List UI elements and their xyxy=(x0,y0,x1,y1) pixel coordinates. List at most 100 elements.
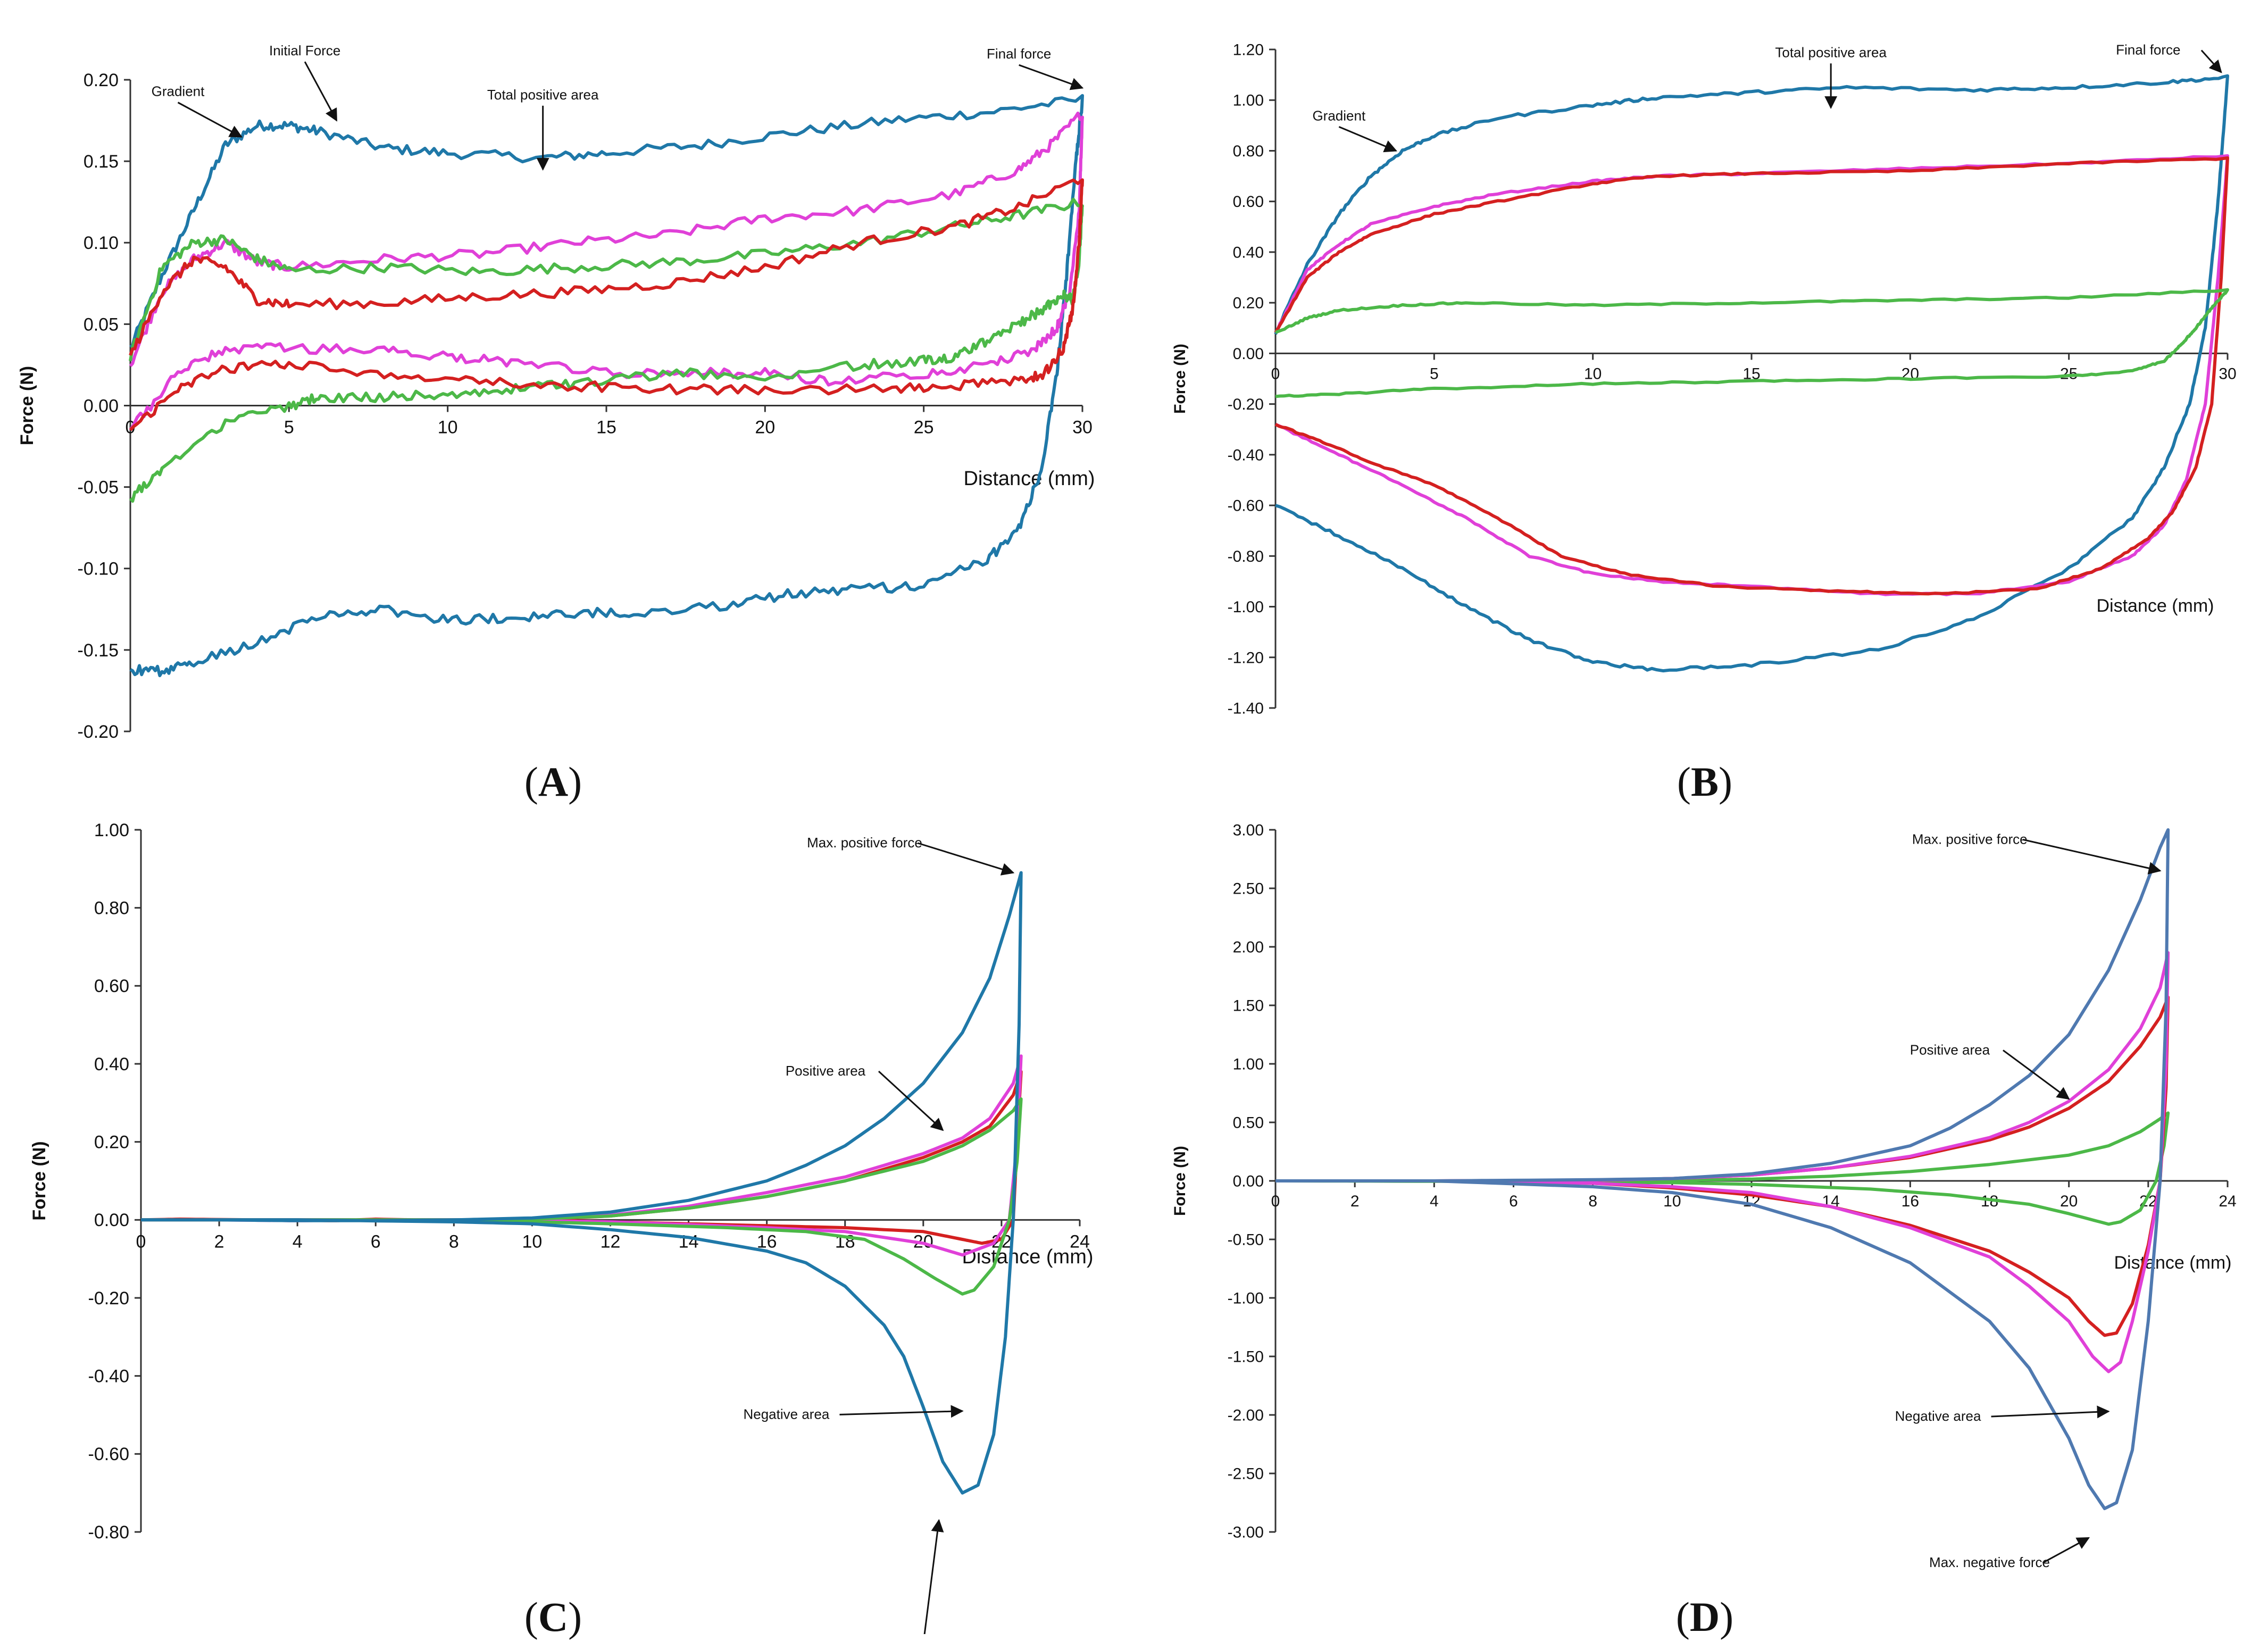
y-tick-label: -2.50 xyxy=(1228,1465,1264,1483)
x-tick-label: 12 xyxy=(601,1231,621,1252)
annotation-label: Negative area xyxy=(743,1406,829,1422)
y-tick-label: 0.20 xyxy=(1233,295,1264,312)
annotation-arrow xyxy=(839,1405,964,1418)
panel-caption-d: (D) xyxy=(1675,1594,1734,1640)
x-axis-title: Distance (mm) xyxy=(962,1246,1093,1268)
y-tick-label: 0.80 xyxy=(94,898,129,919)
y-tick-label: 0.00 xyxy=(94,1210,129,1230)
y-tick-label: 0.60 xyxy=(1233,193,1264,211)
y-tick-label: -0.05 xyxy=(78,478,119,498)
annotation-label: Total positive area xyxy=(487,87,599,103)
x-tick-label: 30 xyxy=(2219,365,2236,382)
x-axis-title: Distance (mm) xyxy=(963,468,1095,490)
x-tick-label: 6 xyxy=(1509,1193,1518,1210)
annotation-arrow xyxy=(2003,1049,2070,1100)
series-line-blue xyxy=(141,871,1023,1495)
y-tick-label: 0.00 xyxy=(84,396,119,416)
series-line-magenta xyxy=(1274,154,2229,596)
annotation-label: Final force xyxy=(987,46,1051,62)
y-tick-label: -0.80 xyxy=(88,1522,130,1543)
x-tick-label: 8 xyxy=(449,1231,459,1252)
x-tick-label: 10 xyxy=(1584,365,1602,382)
x-tick-label: 4 xyxy=(1430,1193,1439,1210)
y-tick-label: 0.40 xyxy=(1233,244,1264,261)
annotation-arrow xyxy=(2200,49,2222,73)
series-line-green xyxy=(1274,288,2229,398)
chart-panel-d: 3.00 2.50 2.00 1.50 1.00 0.50 0.00 -0.50 -1.00 -1… xyxy=(1171,822,2237,1571)
annotation-arrow xyxy=(878,1070,944,1131)
annotation-label: Max. positive force xyxy=(1912,831,2028,847)
y-tick-label: -0.20 xyxy=(1228,396,1264,413)
annotation-arrow xyxy=(304,61,338,122)
y-tick-label: 1.20 xyxy=(1233,41,1264,59)
x-tick-label: 8 xyxy=(1588,1193,1597,1210)
x-tick-label: 6 xyxy=(371,1231,381,1252)
y-tick-label: 0.10 xyxy=(84,233,119,253)
chart-panel-b: 1.20 1.00 0.80 0.60 0.40 0.20 0.00 -0.20 -0.40 -0… xyxy=(1171,41,2237,718)
y-tick-label: -1.00 xyxy=(1228,1290,1264,1307)
y-axis-title: Force (N) xyxy=(29,1141,49,1220)
y-tick-label: -0.60 xyxy=(88,1444,130,1464)
y-tick-label: 0.00 xyxy=(1233,1173,1264,1190)
x-tick-label: 10 xyxy=(522,1231,543,1252)
x-tick-label: 20 xyxy=(2060,1193,2078,1210)
series-line-green xyxy=(141,1097,1023,1296)
x-tick-label: 16 xyxy=(1902,1193,1919,1210)
series-line-green xyxy=(129,197,1084,503)
annotation-label: Gradient xyxy=(1312,107,1365,123)
y-tick-label: 0.15 xyxy=(84,152,119,172)
annotation-label: Initial Force xyxy=(269,43,340,59)
y-tick-label: -0.15 xyxy=(78,640,119,661)
annotation-arrow xyxy=(1019,64,1084,90)
annotation-arrow xyxy=(923,1519,944,1641)
y-axis-title: Force (N) xyxy=(17,366,37,445)
y-tick-label: 0.20 xyxy=(94,1132,129,1153)
series-line-red xyxy=(129,178,1084,431)
chart-panel-a: 0.20 0.15 0.10 0.05 0.00 -0.05 -0.10 -0.15 -0.20… xyxy=(17,43,1095,742)
y-tick-label: -0.40 xyxy=(88,1367,130,1387)
annotation-label: Total positive area xyxy=(1775,44,1887,60)
y-tick-label: 1.00 xyxy=(1233,1056,1264,1073)
annotation-arrow xyxy=(918,842,1015,876)
y-tick-label: 0.05 xyxy=(84,314,119,335)
annotation-label: Max. positive force xyxy=(807,835,922,851)
series-line-red xyxy=(1274,156,2229,596)
panel-caption-b: (B) xyxy=(1677,759,1732,805)
series-line-green xyxy=(1275,1111,2170,1226)
y-tick-label: -1.20 xyxy=(1228,649,1264,667)
x-tick-label: 5 xyxy=(1430,365,1439,382)
y-tick-label: 1.00 xyxy=(94,820,129,840)
panel-caption-c: (C) xyxy=(524,1594,582,1640)
x-tick-label: 0 xyxy=(1271,1193,1280,1210)
x-tick-label: 10 xyxy=(438,418,458,438)
x-tick-label: 5 xyxy=(284,418,294,438)
annotation-label: Gradient xyxy=(152,84,205,99)
x-axis-title: Distance (mm) xyxy=(2114,1253,2231,1273)
series-line-magenta xyxy=(141,1054,1023,1257)
x-tick-label: 24 xyxy=(2219,1193,2236,1210)
y-tick-label: -0.50 xyxy=(1228,1231,1264,1249)
y-axis-title: Force (N) xyxy=(1171,1146,1189,1216)
y-tick-label: 1.00 xyxy=(1233,92,1264,110)
annotation-label: Positive area xyxy=(786,1063,866,1079)
y-tick-label: -0.10 xyxy=(78,559,119,579)
y-tick-label: 2.00 xyxy=(1233,939,1264,956)
y-tick-label: 0.50 xyxy=(1233,1114,1264,1132)
x-tick-label: 20 xyxy=(755,418,775,438)
x-tick-label: 30 xyxy=(1072,418,1093,438)
y-tick-label: -0.80 xyxy=(1228,548,1264,565)
y-tick-label: 0.20 xyxy=(84,70,119,90)
y-tick-label: 3.00 xyxy=(1233,822,1264,839)
x-tick-label: 15 xyxy=(596,418,616,438)
annotation-arrow xyxy=(1338,126,1397,153)
annotation-arrow xyxy=(2042,1537,2090,1564)
chart-panel-c: 1.00 0.80 0.60 0.40 0.20 0.00 -0.20 -0.40 -0.60 -… xyxy=(29,820,1094,1641)
x-tick-label: 24 xyxy=(1070,1231,1090,1252)
annotation-label: Final force xyxy=(2116,42,2180,58)
y-tick-label: -0.20 xyxy=(78,722,119,742)
series-line-slate xyxy=(1275,828,2170,1510)
x-tick-label: 2 xyxy=(214,1231,224,1252)
x-tick-label: 0 xyxy=(1271,365,1280,382)
